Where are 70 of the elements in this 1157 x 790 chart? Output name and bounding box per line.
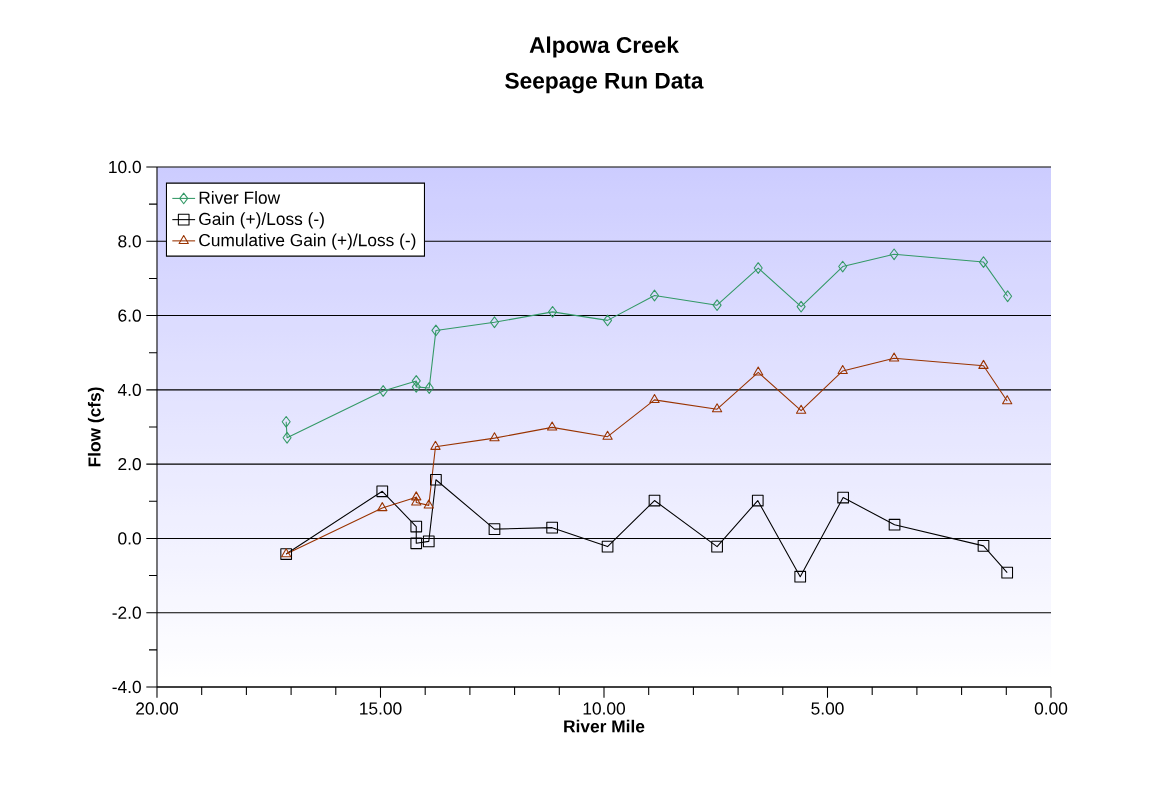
point — [282, 431, 292, 444]
point — [423, 499, 434, 509]
x-tick-label: 0.00 — [1034, 702, 1068, 715]
point — [794, 570, 807, 583]
point — [1003, 290, 1013, 303]
chart-subtitle: Seepage Run Data — [505, 72, 704, 94]
y-tick-label: 8.0 — [118, 235, 141, 248]
point — [546, 421, 558, 431]
point — [602, 430, 613, 440]
legend-label: Gain (+)/Loss (-) — [199, 212, 324, 229]
point — [711, 540, 723, 553]
point — [601, 540, 614, 553]
point — [430, 440, 441, 450]
legend-label: Cumulative Gain (+)/Loss (-) — [199, 233, 416, 250]
y-tick-label: -2.0 — [112, 606, 141, 619]
y-tick-label: 0.0 — [118, 532, 141, 545]
point — [411, 381, 421, 393]
point — [548, 305, 558, 318]
point — [753, 262, 763, 274]
point — [546, 521, 559, 534]
point — [753, 366, 764, 376]
point — [489, 316, 500, 329]
point — [603, 314, 613, 327]
point — [378, 385, 388, 397]
chart-title: Alpowa Creek — [529, 36, 679, 58]
point — [838, 260, 848, 273]
y-tick-label: 10.0 — [109, 160, 141, 174]
x-tick-label: 10.00 — [583, 702, 626, 715]
x-tick-label: 5.00 — [811, 702, 844, 715]
y-tick-label: -4.0 — [112, 680, 141, 694]
point — [281, 415, 291, 428]
point — [431, 324, 441, 337]
point — [888, 518, 901, 531]
point — [410, 520, 423, 533]
point — [711, 403, 723, 413]
point — [488, 523, 501, 536]
y-tick-label: 6.0 — [118, 309, 141, 322]
point — [888, 352, 900, 362]
point — [648, 494, 661, 507]
point — [422, 535, 435, 548]
y-tick-label: 4.0 — [117, 383, 141, 396]
point — [430, 473, 442, 486]
point — [411, 496, 422, 506]
y-tick-label: 2.0 — [118, 458, 141, 471]
point — [377, 502, 388, 512]
point — [889, 248, 899, 261]
point — [411, 375, 421, 387]
point — [795, 404, 807, 414]
point — [411, 491, 422, 501]
point — [978, 359, 989, 369]
point — [978, 256, 989, 268]
point — [649, 289, 660, 302]
point — [489, 432, 500, 442]
point — [837, 491, 850, 504]
point — [410, 537, 423, 550]
point — [1001, 566, 1014, 579]
point — [1002, 395, 1013, 405]
x-tick-label: 15.00 — [360, 702, 402, 715]
point — [796, 300, 806, 313]
x-tick-label: 20.00 — [136, 702, 178, 715]
x-axis-title: River Mile — [564, 719, 645, 733]
point — [977, 539, 990, 552]
point — [751, 494, 764, 507]
point — [712, 299, 722, 312]
legend-label: River Flow — [199, 191, 281, 204]
point — [424, 382, 434, 394]
point — [649, 394, 660, 404]
point — [837, 365, 848, 375]
y-axis-title: Flow (cfs) — [87, 387, 105, 467]
point — [376, 485, 389, 498]
